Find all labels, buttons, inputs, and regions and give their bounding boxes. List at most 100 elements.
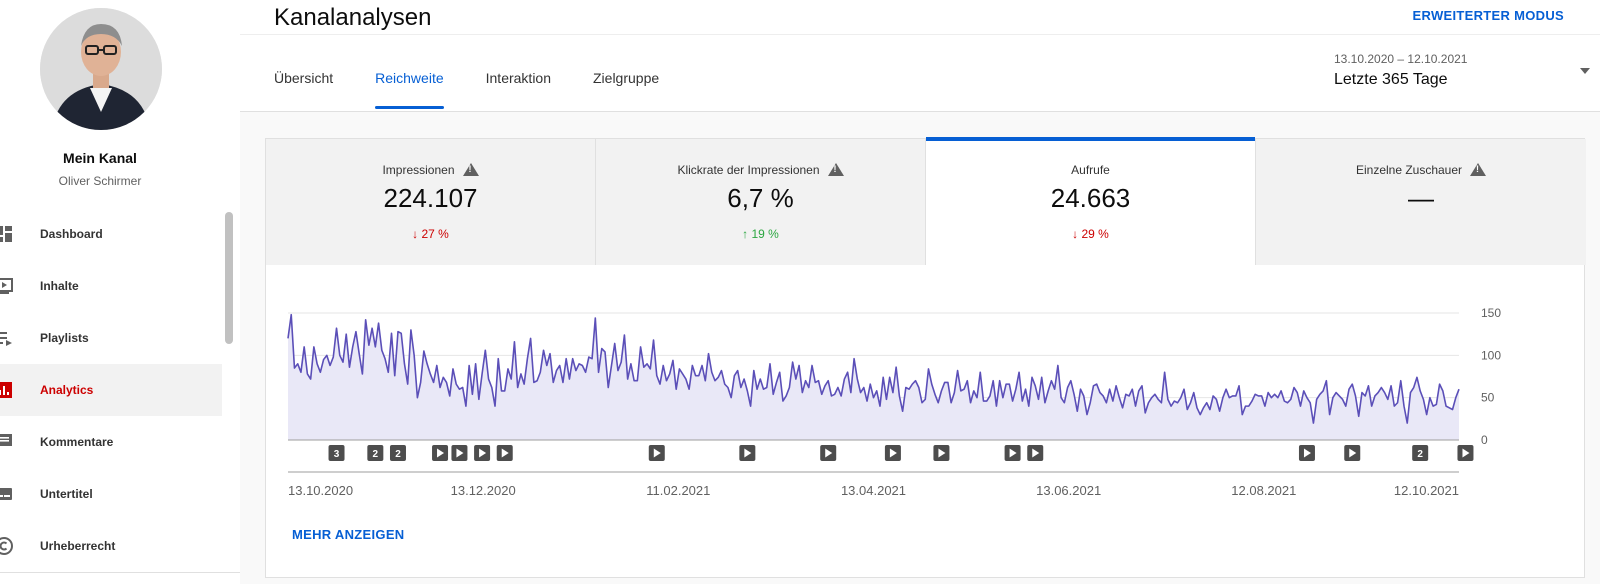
date-range-text: 13.10.2020 – 12.10.2021 [1334,52,1468,66]
sidebar-item-dashboard[interactable]: Dashboard [0,208,222,260]
tab-zielgruppe[interactable]: Zielgruppe [593,70,660,86]
metric-label-row: Klickrate der Impressionen [596,163,925,177]
warning-icon[interactable] [462,163,479,176]
sidebar-item-label: Inhalte [40,279,79,293]
video-marker[interactable] [1004,445,1021,461]
sidebar-nav: Dashboard Inhalte Playlists [0,208,222,572]
video-marker[interactable]: 3 [328,445,345,461]
comments-icon [0,434,12,446]
analytics-card: Impressionen 224.107 ↓ 27 % Klickrate de… [265,137,1586,578]
tab-uebersicht[interactable]: Übersicht [274,70,334,86]
video-marker-count: 2 [395,449,401,460]
avatar-photo [40,8,162,130]
video-marker[interactable] [933,445,950,461]
chart-x-tick-label: 12.08.2021 [1231,483,1296,498]
chart-x-tick-label: 13.10.2020 [288,483,353,498]
sidebar-item-label: Analytics [40,383,94,397]
metric-label-row: Aufrufe [926,163,1255,177]
chart-x-tick-label: 11.02.2021 [646,483,710,498]
video-marker[interactable] [451,445,468,461]
video-markers: 3 2 2 2 [328,445,1474,461]
metric-value: 6,7 % [727,183,794,213]
sidebar-item-label: Dashboard [40,227,103,241]
video-marker[interactable] [1298,445,1315,461]
video-marker[interactable]: 2 [1412,445,1429,461]
tab-interaktion[interactable]: Interaktion [485,70,551,86]
video-marker-count: 2 [373,449,379,460]
metric-label: Einzelne Zuschauer [1355,163,1463,177]
metric-einzelne-zuschauer[interactable]: Einzelne Zuschauer — [1256,139,1586,265]
play-icon [889,448,897,458]
tab-reichweite[interactable]: Reichweite [375,70,445,110]
arrow-down-icon: ↓ [1072,227,1079,241]
metric-delta-value: 27 % [421,227,449,241]
metric-aufrufe[interactable]: Aufrufe 24.663 ↓ 29 % [926,137,1256,265]
playlist-icon [0,332,12,346]
video-marker[interactable] [1457,445,1474,461]
video-marker[interactable] [648,445,665,461]
play-icon [1349,448,1357,458]
play-icon [456,448,464,458]
page-header: Kanalanalysen ERWEITERTER MODUS Übersich… [240,0,1600,112]
video-marker[interactable] [1027,445,1044,461]
sidebar-item-kommentare[interactable]: Kommentare [0,416,222,468]
warning-icon[interactable] [1470,163,1487,176]
dashboard-icon [0,226,12,242]
show-more-link[interactable]: MEHR ANZEIGEN [292,527,405,542]
sidebar-item-inhalte[interactable]: Inhalte [0,260,222,312]
video-marker[interactable] [432,445,449,461]
warning-icon[interactable] [827,163,844,176]
metric-label: Klickrate der Impressionen [677,163,820,177]
sidebar-item-label: Kommentare [40,435,114,449]
copyright-icon [0,537,13,555]
play-icon [437,448,445,458]
video-marker[interactable] [1344,445,1361,461]
advanced-mode-link[interactable]: ERWEITERTER MODUS [1412,8,1564,23]
video-marker-badge [328,445,345,461]
metric-label: Aufrufe [1071,163,1110,177]
video-marker[interactable]: 2 [389,445,406,461]
chevron-down-icon [1580,68,1590,74]
chart-y-tick-label: 0 [1481,433,1488,447]
play-icon [1009,448,1017,458]
chart-y-tick-label: 50 [1481,391,1495,405]
metric-impressionen[interactable]: Impressionen 224.107 ↓ 27 % [266,139,596,265]
metric-value: — [1408,183,1434,213]
metric-delta-value: 19 % [751,227,779,241]
video-marker[interactable] [496,445,513,461]
sidebar-scrollbar[interactable] [225,212,233,344]
chart-y-tick-label: 150 [1481,306,1501,320]
video-marker[interactable] [739,445,756,461]
date-range-selector[interactable]: 13.10.2020 – 12.10.2021 Letzte 365 Tage [1334,48,1590,98]
sidebar-divider [0,572,240,573]
metric-label: Impressionen [382,163,455,177]
chart-series-line [287,313,1460,424]
sidebar-item-label: Playlists [40,331,89,345]
video-marker[interactable] [820,445,837,461]
video-marker[interactable] [884,445,901,461]
views-line-chart[interactable]: 0 50 100 150 3 2 2 2 13.10.2020 13.12.2020 11.02… [266,265,1586,535]
chart-x-ticks: 13.10.2020 13.12.2020 11.02.2021 13.04.2021… [288,483,1459,498]
arrow-up-icon: ↑ [742,227,749,241]
sidebar-item-analytics[interactable]: Analytics [0,364,222,416]
chart-x-tick-label: 12.10.2021 [1394,483,1459,498]
sidebar-item-playlists[interactable]: Playlists [0,312,222,364]
sidebar-item-urheberrecht[interactable]: Urheberrecht [0,520,222,572]
header-divider [240,34,1600,35]
play-icon [938,448,946,458]
metric-klickrate[interactable]: Klickrate der Impressionen 6,7 % ↑ 19 % [596,139,926,265]
video-marker-badge [389,445,406,461]
play-icon [1303,448,1311,458]
sidebar-item-label: Urheberrecht [40,539,116,553]
metric-value: 24.663 [1050,183,1131,213]
play-icon [1032,448,1040,458]
metric-tabs: Impressionen 224.107 ↓ 27 % Klickrate de… [266,137,1586,265]
sidebar: Mein Kanal Oliver Schirmer Dashboard Inh… [0,0,240,584]
video-marker-count: 2 [1417,449,1423,460]
play-icon [825,448,833,458]
channel-owner: Oliver Schirmer [58,174,142,188]
channel-avatar[interactable] [40,8,162,130]
video-marker[interactable] [474,445,491,461]
video-marker[interactable]: 2 [367,445,384,461]
sidebar-item-untertitel[interactable]: Untertitel [0,468,222,520]
